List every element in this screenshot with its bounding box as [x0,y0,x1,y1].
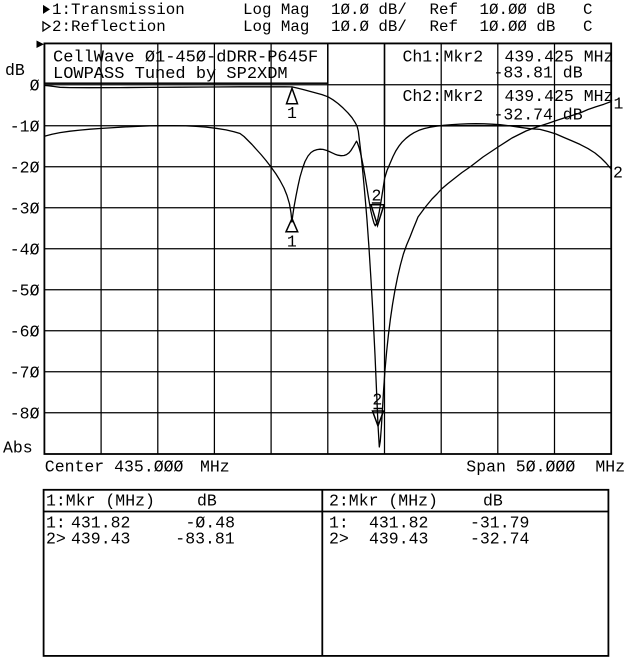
svg-text:dB: dB [197,492,217,511]
svg-text:Ø: Ø [30,77,40,96]
svg-text:-32.74 dB: -32.74 dB [494,105,583,124]
svg-text:2>: 2> [46,530,66,549]
svg-text:C: C [583,1,592,19]
svg-text:MHz: MHz [595,458,625,477]
svg-text:-6Ø: -6Ø [10,323,40,342]
svg-text:1: 1 [614,95,624,114]
svg-text:Log Mag: Log Mag [243,18,309,36]
svg-text:1:Mkr (MHz): 1:Mkr (MHz) [46,492,155,511]
svg-text:-2Ø: -2Ø [10,159,40,178]
svg-text:439.43: 439.43 [71,530,130,549]
svg-text:2: 2 [372,391,382,410]
svg-text:Ref: Ref [430,18,458,36]
svg-text:431.82: 431.82 [369,514,428,533]
svg-text:Mkr2: Mkr2 [444,48,484,67]
svg-text:dB: dB [5,61,25,80]
svg-text:1: 1 [287,233,297,252]
svg-text:2: 2 [613,164,623,183]
svg-text:MHz: MHz [200,458,230,477]
svg-text:-7Ø: -7Ø [10,364,40,383]
svg-text:2: 2 [372,186,382,205]
svg-text:Mkr2: Mkr2 [444,87,484,106]
svg-text:Log Mag: Log Mag [243,1,309,19]
svg-text:Abs: Abs [3,439,33,458]
svg-text:439.43: 439.43 [369,530,428,549]
svg-text:-1Ø: -1Ø [10,118,40,137]
svg-text:dB: dB [483,492,503,511]
svg-text:-83.81: -83.81 [175,530,235,549]
svg-text:1Ø.ØØ dB: 1Ø.ØØ dB [480,1,556,19]
svg-text:Ref: Ref [430,1,458,19]
svg-text:-31.79: -31.79 [470,514,529,533]
svg-text:-3Ø: -3Ø [10,200,40,219]
svg-text:C: C [583,18,592,36]
svg-text:-Ø.48: -Ø.48 [186,514,236,533]
svg-text:Ch2:: Ch2: [403,87,443,106]
svg-text:-4Ø: -4Ø [10,241,40,260]
svg-text:-8Ø: -8Ø [10,405,40,424]
svg-text:431.82: 431.82 [71,514,130,533]
svg-text:1Ø.ØØ dB: 1Ø.ØØ dB [480,18,556,36]
svg-text:1:: 1: [329,514,349,533]
svg-text:-5Ø: -5Ø [10,282,40,301]
svg-text:2>: 2> [329,530,349,549]
svg-text:1Ø.Ø dB/: 1Ø.Ø dB/ [331,18,407,36]
svg-text:1:Transmission: 1:Transmission [52,1,185,19]
svg-text:439.425 MHz: 439.425 MHz [505,48,614,67]
svg-text:CellWave Ø1-45Ø-dDRR-P645F: CellWave Ø1-45Ø-dDRR-P645F [53,49,318,68]
svg-text:2:Mkr (MHz): 2:Mkr (MHz) [329,492,438,511]
svg-text:1:: 1: [46,514,66,533]
svg-text:Center 435.ØØØ: Center 435.ØØØ [45,458,184,477]
svg-text:2:Reflection: 2:Reflection [52,18,166,36]
svg-text:-32.74: -32.74 [470,530,530,549]
svg-text:439.425 MHz: 439.425 MHz [505,87,614,106]
svg-text:LOWPASS Tuned by SP2XDM: LOWPASS Tuned by SP2XDM [53,65,288,84]
svg-text:Ch1:: Ch1: [403,48,443,67]
svg-text:Span 5Ø.ØØØ: Span 5Ø.ØØØ [466,458,575,477]
svg-text:1: 1 [287,104,297,123]
svg-text:-83.81 dB: -83.81 dB [494,64,583,83]
svg-text:1Ø.Ø dB/: 1Ø.Ø dB/ [331,1,407,19]
